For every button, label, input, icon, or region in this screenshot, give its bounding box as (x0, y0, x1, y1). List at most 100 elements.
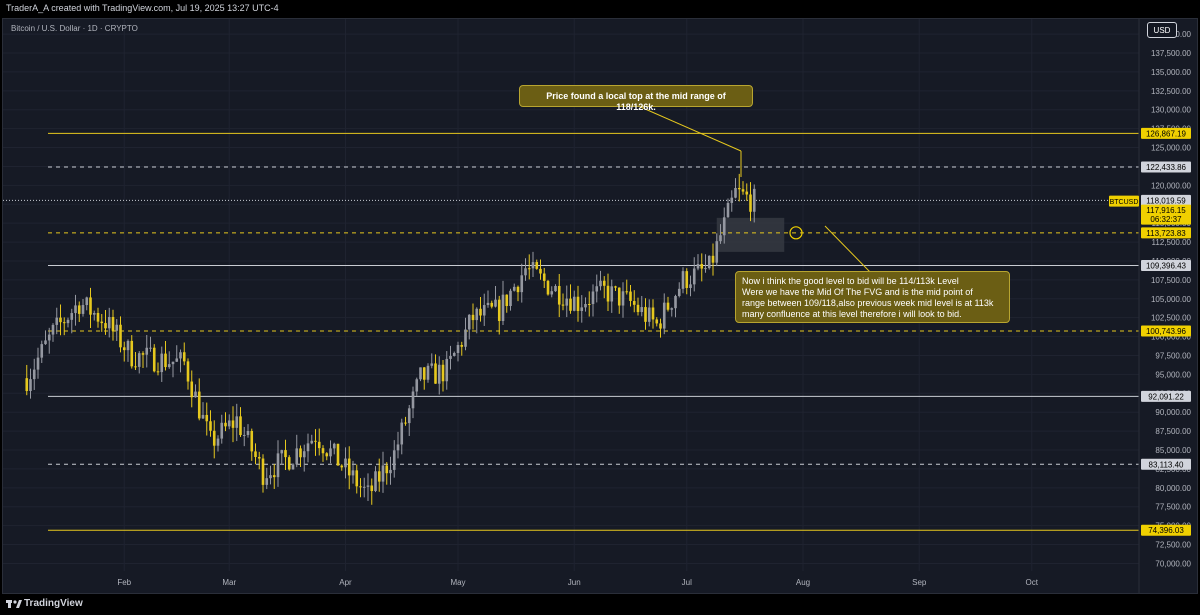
candle-body (497, 299, 501, 321)
price-tick-label: 77,500.00 (1155, 503, 1191, 512)
candle-body (115, 324, 119, 331)
candle-body (659, 323, 662, 329)
candle-body (531, 262, 535, 269)
candle-body (670, 308, 674, 310)
candle-body (107, 316, 111, 329)
candle-body (584, 304, 587, 308)
price-tick-label: 112,500.00 (1152, 238, 1192, 247)
candle-body (321, 448, 325, 454)
price-axis[interactable]: 70,000.0072,500.0075,000.0077,500.0080,0… (1151, 30, 1192, 568)
level-price-tag (1141, 260, 1191, 272)
candle-body (715, 241, 719, 263)
candle-body (299, 448, 302, 458)
candle-body (407, 408, 411, 424)
candle-body (396, 444, 400, 451)
top-watermark-bar: TraderA_A created with TradingView.com, … (0, 0, 1200, 18)
candle-body (385, 465, 389, 474)
annotation-bid-level[interactable]: Now i think the good level to bid will b… (735, 271, 1010, 323)
last-price-text: 117,916.15 (1146, 206, 1186, 215)
level-price-tag-text: 83,113.40 (1149, 460, 1185, 469)
callout-leader-bid (824, 225, 872, 274)
candle-body (599, 280, 602, 287)
time-axis[interactable]: Feb Mar Apr May Jun Jul Aug Sep Oct (117, 578, 1038, 587)
candle-body (51, 324, 55, 335)
candle-body (149, 347, 152, 349)
symbol-tag-text: BTCUSD (1110, 199, 1139, 206)
candle-body (520, 275, 524, 293)
candle-body (441, 364, 445, 382)
price-tick-label: 72,500.00 (1155, 541, 1191, 550)
candle-body (629, 291, 632, 301)
candle-body (295, 448, 299, 465)
candle-body (381, 465, 385, 482)
candle-body (479, 308, 482, 316)
candle-body (569, 298, 572, 311)
tradingview-brand[interactable]: TradingView (24, 598, 83, 609)
candle-body (145, 347, 149, 355)
time-tick-label: Oct (1026, 578, 1039, 587)
candle-body (359, 486, 362, 488)
price-tick-label: 137,500.00 (1151, 49, 1192, 58)
candle-body (677, 288, 681, 297)
candle-body (456, 345, 460, 353)
candle-body (100, 321, 104, 324)
candle-body (501, 294, 505, 321)
level-price-tag-text: 92,091.22 (1148, 392, 1184, 401)
currency-badge[interactable]: USD (1147, 22, 1177, 38)
last-price-tag (1141, 204, 1191, 225)
level-price-tag-text: 109,396.43 (1146, 262, 1187, 271)
tradingview-logo-icon (6, 600, 22, 608)
candle-body (74, 305, 77, 314)
candle-body (614, 286, 617, 288)
symbol-tag (1109, 195, 1139, 207)
candle-body (737, 187, 741, 190)
candle-body (336, 443, 340, 466)
symbol-title[interactable]: Bitcoin / U.S. Dollar · 1D · CRYPTO (11, 24, 138, 33)
candle-body (554, 286, 557, 292)
candle-body (257, 457, 261, 459)
candlestick-series (25, 173, 756, 505)
candle-body (422, 367, 426, 380)
candle-body (625, 291, 629, 293)
candle-body (700, 263, 704, 269)
candle-body (434, 363, 437, 384)
price-tick-label: 125,000.00 (1151, 144, 1192, 153)
annotation-local-top[interactable]: Price found a local top at the mid range… (519, 85, 753, 112)
candle-body (389, 469, 392, 474)
candle-body (44, 340, 47, 345)
chart-panel[interactable]: 70,000.0072,500.0075,000.0077,500.0080,0… (2, 18, 1198, 594)
candle-body (47, 334, 51, 341)
level-price-tag-text: 122,433.86 (1146, 163, 1187, 172)
candle-body (494, 299, 497, 307)
candle-body (580, 307, 584, 311)
candle-body (595, 286, 599, 292)
candle-body (415, 379, 419, 392)
candle-body (246, 430, 250, 435)
candle-body (482, 305, 486, 316)
candle-body (242, 434, 246, 436)
candle-body (561, 304, 565, 306)
candle-body (175, 358, 179, 362)
price-tick-label: 70,000.00 (1155, 559, 1191, 568)
candle-body (261, 458, 265, 485)
candle-body (411, 391, 415, 409)
candle-body (550, 291, 554, 295)
candle-body (681, 271, 685, 289)
candle-body (194, 391, 197, 398)
callout-leader-top (635, 104, 742, 152)
candle-body (445, 358, 449, 382)
candle-body (25, 378, 29, 392)
fvg-zone-layer (716, 217, 785, 252)
candle-body (96, 312, 100, 322)
candle-body (707, 255, 711, 269)
price-tick-label: 97,500.00 (1155, 351, 1191, 360)
level-price-tag (1141, 161, 1191, 173)
candle-body (490, 302, 494, 307)
candle-body (741, 189, 745, 192)
candle-body (340, 465, 344, 468)
price-tick-label: 95,000.00 (1155, 370, 1191, 379)
candle-body (197, 391, 201, 419)
horizontal-levels[interactable] (3, 132, 1139, 531)
candle-body (647, 307, 651, 322)
